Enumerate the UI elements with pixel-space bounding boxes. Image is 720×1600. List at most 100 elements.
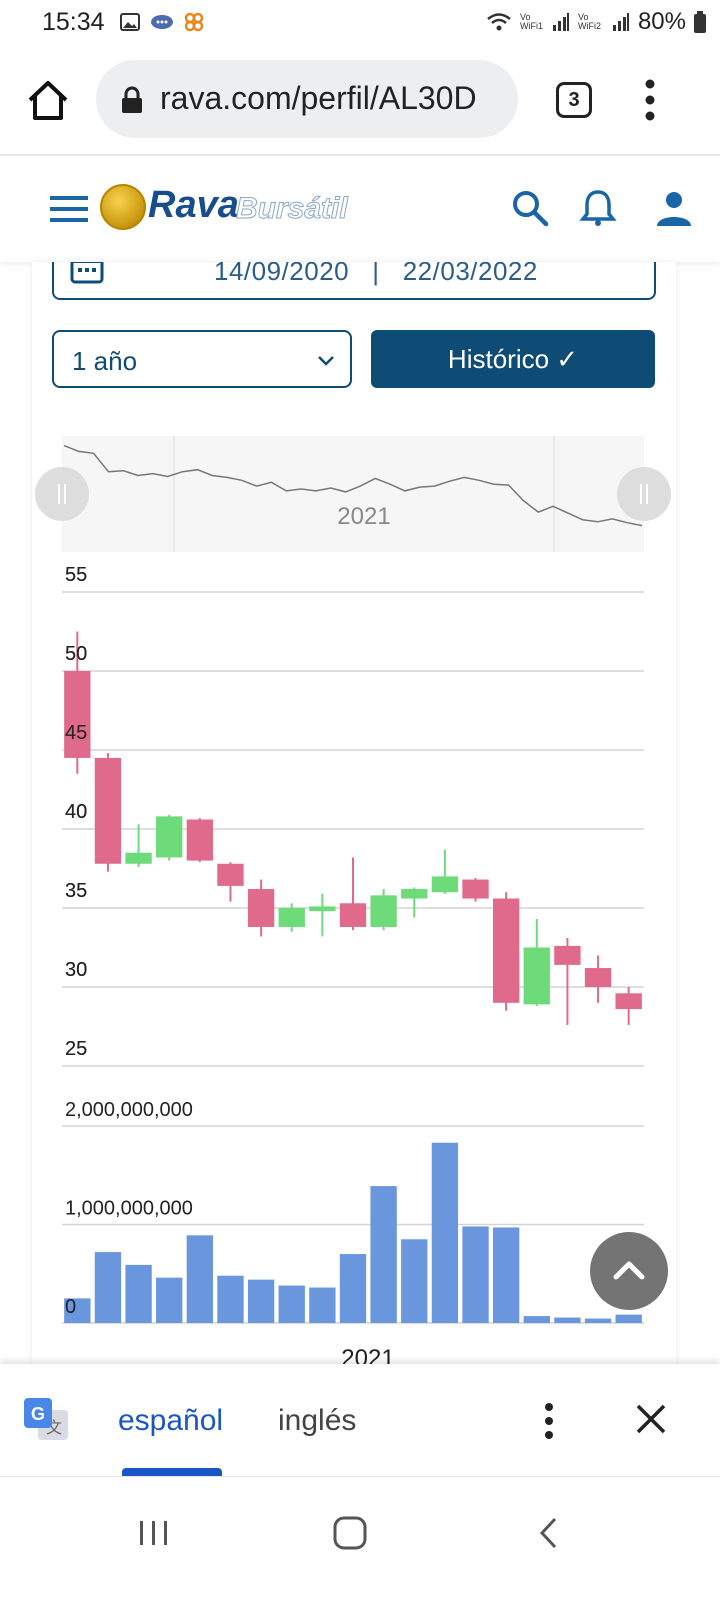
price-tick-label: 35 [65,880,87,902]
hamburger-menu-icon[interactable] [50,194,88,224]
user-icon[interactable] [654,188,694,228]
price-tick-label: 50 [65,643,87,665]
price-tick-label-overlay: 35 [65,880,87,902]
home-icon[interactable] [26,78,70,122]
wifi1-label: Vo WiFi1 [519,12,543,31]
date-range-text[interactable]: 14/09/2020 | 22/03/2022 [214,262,538,286]
period-selected-value[interactable]: 1 año [72,346,138,376]
signal-icon [552,13,569,31]
candle-body [278,908,305,927]
candle-body [462,879,489,899]
period-select[interactable]: 1 año [52,330,352,388]
notification-icons [120,12,204,32]
logo-coin-icon [100,184,146,230]
logo-rava[interactable]: Rava [148,184,239,226]
volume-tick-label: 2,000,000,000 [65,1099,193,1121]
volume-bar [370,1186,397,1323]
navigator-year-label: 2021 [337,503,390,530]
wifi2-label: Vo WiFi2 [577,12,601,31]
volume-bar [523,1316,550,1323]
volume-bar [217,1275,244,1323]
volume-bar [247,1279,275,1323]
volume-bar [94,1252,122,1323]
volume-bar [309,1287,336,1323]
status-time: 15:34 [42,8,105,36]
calendar-icon[interactable] [70,262,104,284]
volume-bar [462,1226,489,1323]
url-text[interactable]: rava.com/perfil/AL30D [160,80,477,116]
lang-tab-spanish[interactable]: español [118,1404,224,1437]
volume-bar [615,1314,642,1323]
historico-button[interactable]: Histórico ✓ [371,330,655,388]
candle-body [431,876,459,893]
candle-body [186,819,214,861]
volume-bar [186,1235,214,1323]
wifi-icon [487,13,511,31]
app-icon [184,12,204,32]
volume-bar [492,1227,520,1323]
volume-bar [278,1285,305,1323]
address-bar[interactable]: rava.com/perfil/AL30D [96,60,518,138]
home-nav-icon[interactable] [330,1513,370,1553]
price-tick-label-overlay: 30 [65,959,87,981]
candle-body [125,852,152,864]
navigator-handle-left [35,467,89,521]
x-axis-label: 2021 [341,1345,394,1364]
volume-tick-label: 0 [65,1296,76,1318]
tabs-count-button[interactable]: 3 [556,82,592,118]
candle-body [584,968,612,987]
volume-bar [554,1317,581,1323]
price-tick-label-overlay: 25 [65,1038,87,1060]
date-range-picker[interactable]: 14/09/2020 | 22/03/2022 [52,262,656,300]
price-tick-label: 25 [65,1038,87,1060]
volume-bar [401,1239,428,1323]
price-tick-label-overlay: 55 [65,564,87,586]
navigator-line [63,444,643,527]
chat-icon [151,15,173,29]
volume-bar [339,1254,367,1323]
candle-body [94,757,122,864]
close-icon[interactable] [636,1404,666,1434]
scroll-to-top-button[interactable] [590,1232,668,1310]
volume-tick-label: 1,000,000,000 [65,1198,193,1220]
google-translate-icon: 文G [24,1398,68,1440]
bell-icon[interactable] [578,188,618,228]
volume-bar [156,1277,183,1323]
volume-bar [584,1318,612,1323]
status-right: Vo WiFi1 Vo WiFi2 80% [486,8,706,36]
gallery-icon [120,13,140,31]
system-nav-bar [0,1476,720,1600]
price-tick-label-overlay: 40 [65,801,87,823]
candle-body [401,889,428,899]
instrument-panel: 14/09/2020 | 22/03/2022 1 año Histórico … [32,262,676,1364]
svg-text:G: G [31,1404,45,1424]
candle-body [370,895,397,927]
logo-bursatil: Bursátil [236,192,349,226]
candle-body [523,947,550,1005]
translate-menu-icon[interactable] [544,1402,554,1440]
candle-body [492,898,520,1003]
chevron-up-icon [613,1261,645,1280]
candle-body [554,945,581,965]
search-icon[interactable] [510,188,550,228]
price-tick-label-overlay: 45 [65,722,87,744]
volume-bar [125,1264,152,1323]
signal-icon-2 [612,13,629,31]
lock-icon [122,86,142,113]
recent-apps-icon[interactable] [134,1513,174,1553]
candle-body [309,906,336,912]
candle-body [217,863,244,886]
status-bar: 15:34 Vo WiFi1 Vo WiFi2 80% [0,0,720,46]
candle-body [247,889,275,927]
candle-body [64,671,91,758]
navigator-handle-right [617,467,671,521]
price-tick-label: 55 [65,564,87,586]
price-tick-label: 30 [65,959,87,981]
candle-body [339,903,367,927]
browser-menu-icon[interactable] [644,78,656,122]
site-header: Rava Bursátil [0,158,720,262]
lang-tab-indicator [122,1468,222,1476]
back-icon[interactable] [530,1513,570,1553]
lang-tab-english[interactable]: inglés [278,1404,357,1437]
